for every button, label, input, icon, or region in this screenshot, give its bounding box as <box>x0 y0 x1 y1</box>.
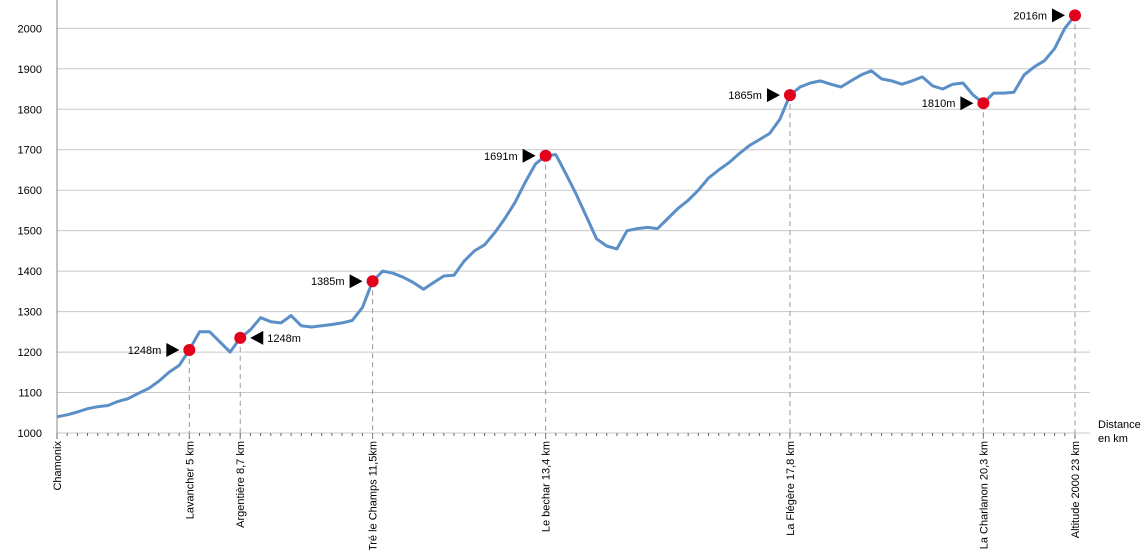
station-marker <box>783 89 796 102</box>
y-tick-label: 1200 <box>18 347 42 359</box>
y-tick-label: 1600 <box>18 185 42 197</box>
y-tick-label: 1000 <box>18 428 42 440</box>
annotation-label: 1810m <box>922 98 956 110</box>
station-marker <box>539 149 552 162</box>
annotation-arrow <box>766 88 780 103</box>
station-marker <box>1069 9 1081 22</box>
x-tick-label: La Flégère 17,8 km <box>785 441 797 536</box>
annotation-label: 1865m <box>728 90 762 102</box>
x-tick-label: Tré le Champs 11,5km <box>368 441 380 550</box>
station-marker <box>366 275 379 288</box>
annotation-arrow <box>349 274 363 289</box>
annotation-arrow <box>522 148 536 163</box>
y-tick-label: 1500 <box>18 226 42 238</box>
y-tick-label: 1700 <box>18 145 42 157</box>
y-tick-label: 1100 <box>18 388 42 400</box>
profile-line <box>56 14 1077 419</box>
annotation-label: 2016m <box>1013 10 1047 22</box>
x-tick-label: Chamonix <box>52 441 64 491</box>
annotation-arrow <box>1052 8 1065 23</box>
y-tick-label: 2000 <box>18 23 42 35</box>
y-tick-label: 1300 <box>18 307 42 319</box>
x-axis-label: Distance en km <box>1098 419 1141 445</box>
station-marker <box>183 344 196 357</box>
annotation-label: 1385m <box>311 276 345 288</box>
y-tick-label: 1900 <box>18 64 42 76</box>
station-marker <box>977 97 990 110</box>
y-tick-label: 1400 <box>18 266 42 278</box>
annotation-arrow <box>250 330 264 345</box>
x-tick-label: Le bechar 13,4 km <box>541 441 553 532</box>
annotation-label: 1248m <box>128 345 162 357</box>
annotation-arrow <box>960 96 974 111</box>
annotation-arrow <box>166 343 180 358</box>
annotation-label: 1691m <box>484 151 518 163</box>
y-tick-label: 1800 <box>18 104 42 116</box>
station-marker <box>234 331 247 344</box>
x-tick-label: Lavancher 5 km <box>184 441 196 519</box>
x-tick-label: Argentière 8,7 km <box>235 441 247 528</box>
annotation-label: 1248m <box>267 333 301 345</box>
x-tick-label: La Charlanon 20,3 km <box>978 441 990 549</box>
x-tick-label: Altitude 2000 23 km <box>1070 441 1082 538</box>
